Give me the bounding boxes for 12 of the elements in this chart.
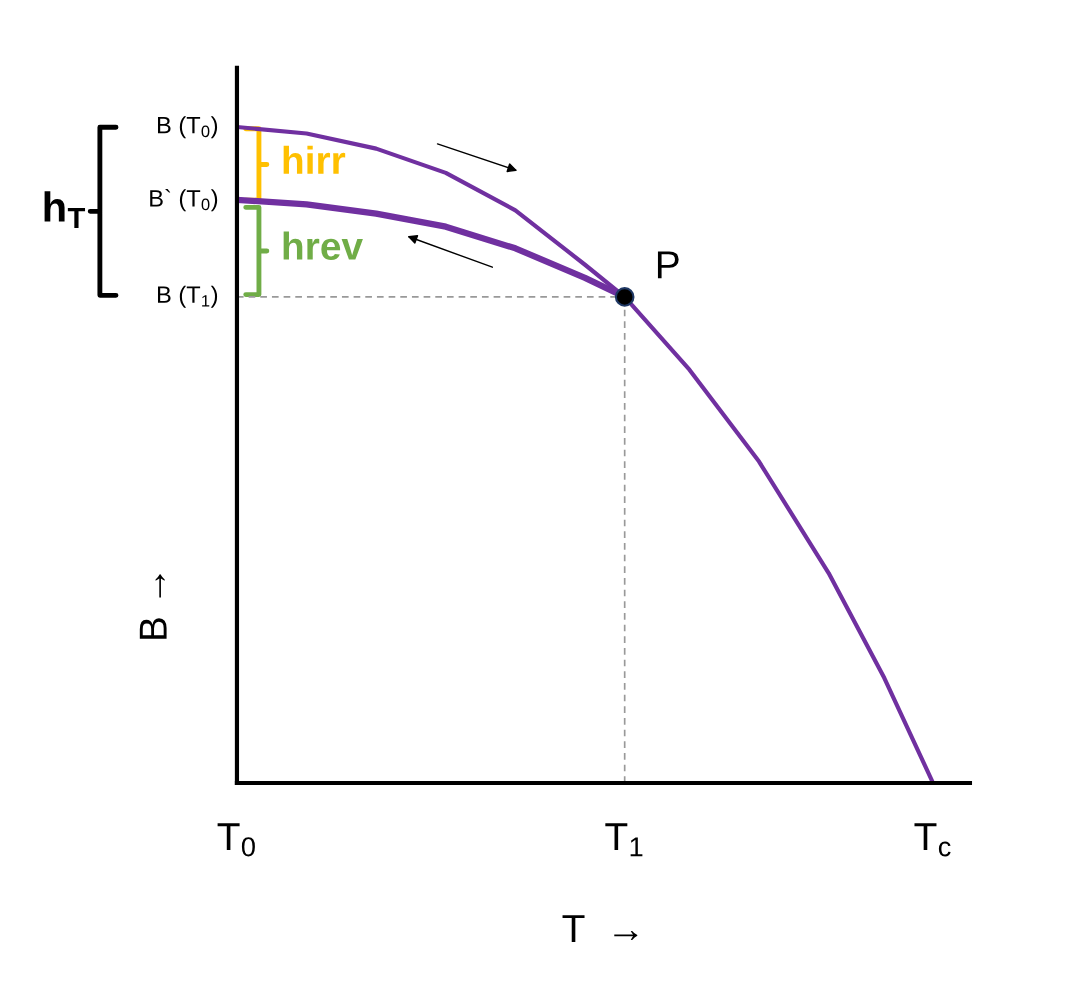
x-tick-label: T$_{c}$ bbox=[914, 823, 951, 857]
text: B` (T$_{0}$) bbox=[150, 189, 218, 212]
annotation: P bbox=[657, 251, 679, 279]
text: B (T$_{1}$) bbox=[157, 285, 218, 308]
annotation: hrev bbox=[283, 231, 363, 260]
text: B (T$_{0}$) bbox=[157, 116, 218, 139]
annotation: hirr bbox=[283, 145, 346, 174]
text: h$_{T}$ bbox=[44, 191, 86, 229]
x-tick-label: T$_{0}$ bbox=[217, 823, 255, 857]
y-axis-title: B → bbox=[139, 574, 167, 639]
x-tick-label: T$_{1}$ bbox=[605, 823, 643, 857]
x-axis-title: T → bbox=[562, 915, 638, 942]
